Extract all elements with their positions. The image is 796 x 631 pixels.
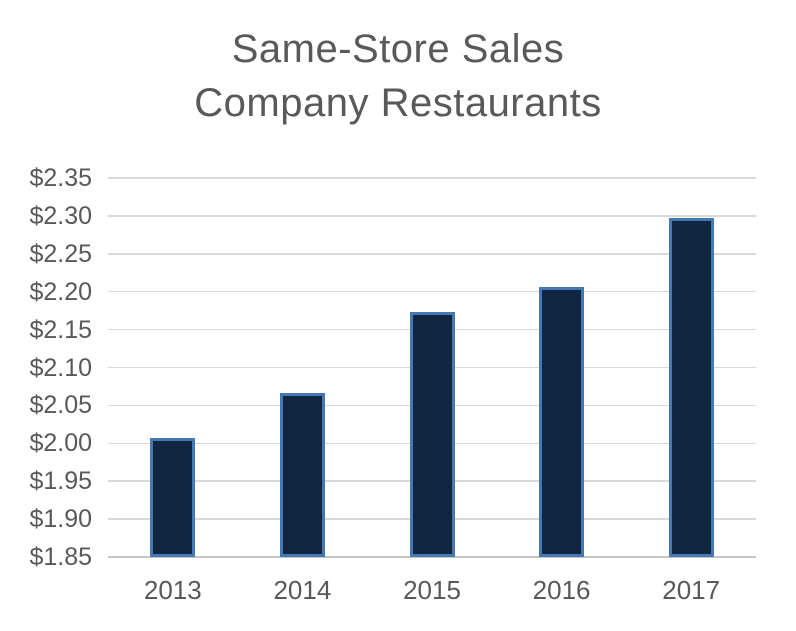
gridline xyxy=(108,177,756,179)
chart-title: Same-Store Sales xyxy=(231,27,565,71)
y-tick-label: $2.35 xyxy=(29,164,92,192)
x-tick-2016: 2016 xyxy=(532,575,591,605)
bar-2017 xyxy=(668,218,714,557)
x-tick-2013: 2013 xyxy=(143,575,202,605)
y-tick-label: $2.25 xyxy=(29,239,92,268)
y-tick-label: $2.05 xyxy=(29,391,92,420)
x-tick-2015: 2015 xyxy=(403,575,461,605)
y-tick-label: $2.30 xyxy=(29,201,92,230)
x-tick-2014: 2014 xyxy=(273,575,332,605)
bar-2013 xyxy=(150,437,196,557)
y-tick-label: $2.00 xyxy=(29,429,92,458)
gridline xyxy=(108,290,756,293)
chart-subtitle: Company Restaurants xyxy=(194,81,602,125)
y-tick-label: $1.90 xyxy=(29,505,92,534)
y-tick-label: $1.95 xyxy=(29,467,92,496)
y-tick-label: $2.15 xyxy=(29,315,92,344)
y-tick-label: $2.20 xyxy=(29,277,92,306)
bar-2016 xyxy=(539,287,585,557)
bar-2014 xyxy=(279,393,325,557)
x-tick-2017: 2017 xyxy=(662,575,721,605)
chart-title-block: Same-Store Sales Company Restaurants xyxy=(0,22,796,130)
bar-2015 xyxy=(409,312,455,557)
y-tick-label: $2.10 xyxy=(29,353,92,382)
gridline xyxy=(108,215,756,217)
y-tick-label: $1.85 xyxy=(29,543,92,571)
gridline xyxy=(108,253,756,255)
x-axis-line xyxy=(108,556,756,558)
